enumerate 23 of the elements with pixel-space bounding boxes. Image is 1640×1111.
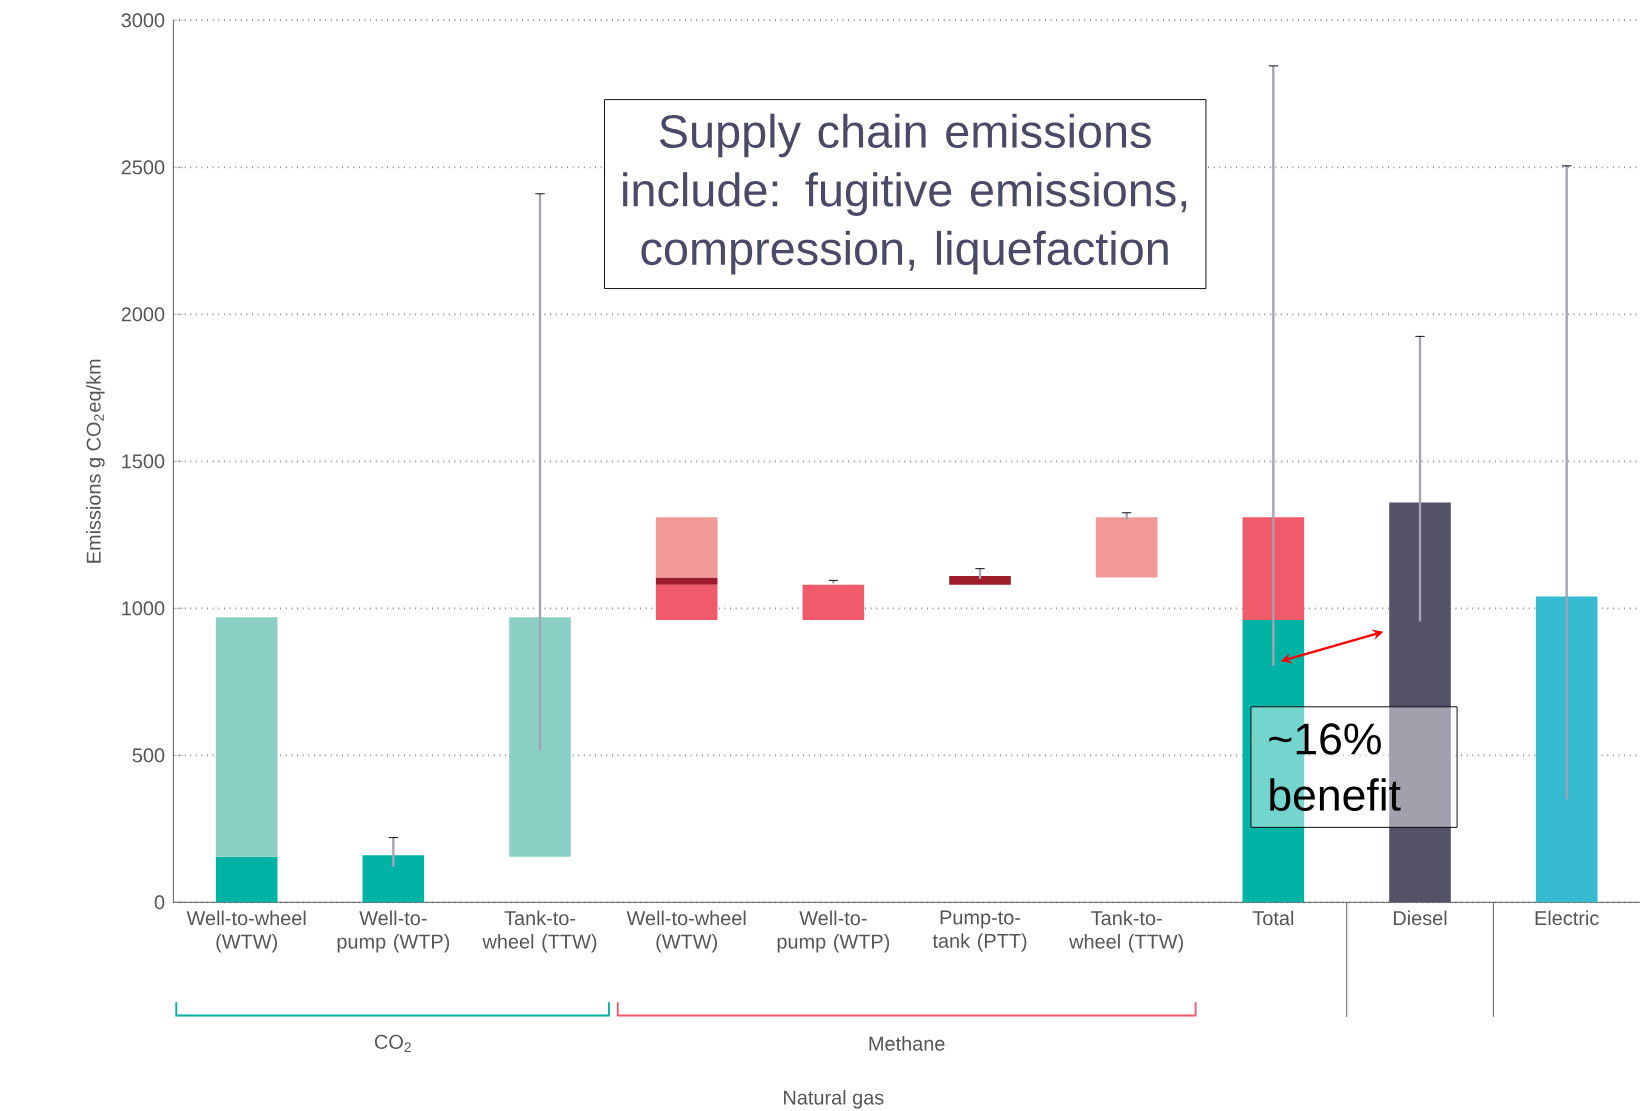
annotation: ~16% benefit <box>1269 723 1401 811</box>
y-tick-label: 0 <box>154 895 165 910</box>
x-tick-label: Total <box>1252 910 1294 926</box>
x-tick-label: Tank-to-wheel (TTW) <box>1069 910 1183 953</box>
y-tick-label: 2500 <box>121 160 165 175</box>
y-axis-title: Emissions g CO$_{2}$eq/km <box>86 359 105 563</box>
annotation: Supply chain emissions include: fugitive emissions, compression, liquefaction <box>623 113 1187 275</box>
y-tick-label: 3000 <box>121 13 165 28</box>
x-tick-label: Electric <box>1535 910 1599 926</box>
y-tick-label: 2000 <box>121 307 165 322</box>
x-tick-label: Well-to-pump (WTP) <box>777 910 890 953</box>
x-tick-label: Well-to-wheel (WTW) <box>186 910 306 953</box>
x-tick-label: Well-to-wheel (WTW) <box>626 910 746 953</box>
x-tick-label: Diesel <box>1393 910 1447 926</box>
x-tick-label: Pump-to-tank (PTT) <box>932 910 1027 952</box>
x-tick-label: Tank-to-wheel (TTW) <box>482 910 597 953</box>
text: Methane <box>869 1036 945 1051</box>
x-tick-label: Well-to-pump (WTP) <box>337 910 450 953</box>
text: CO$_{2}$ <box>374 1034 411 1053</box>
y-tick-label: 1000 <box>122 601 165 616</box>
text: Natural gas <box>784 1090 884 1109</box>
y-tick-label: 1500 <box>122 454 165 469</box>
y-tick-label: 500 <box>132 748 165 763</box>
